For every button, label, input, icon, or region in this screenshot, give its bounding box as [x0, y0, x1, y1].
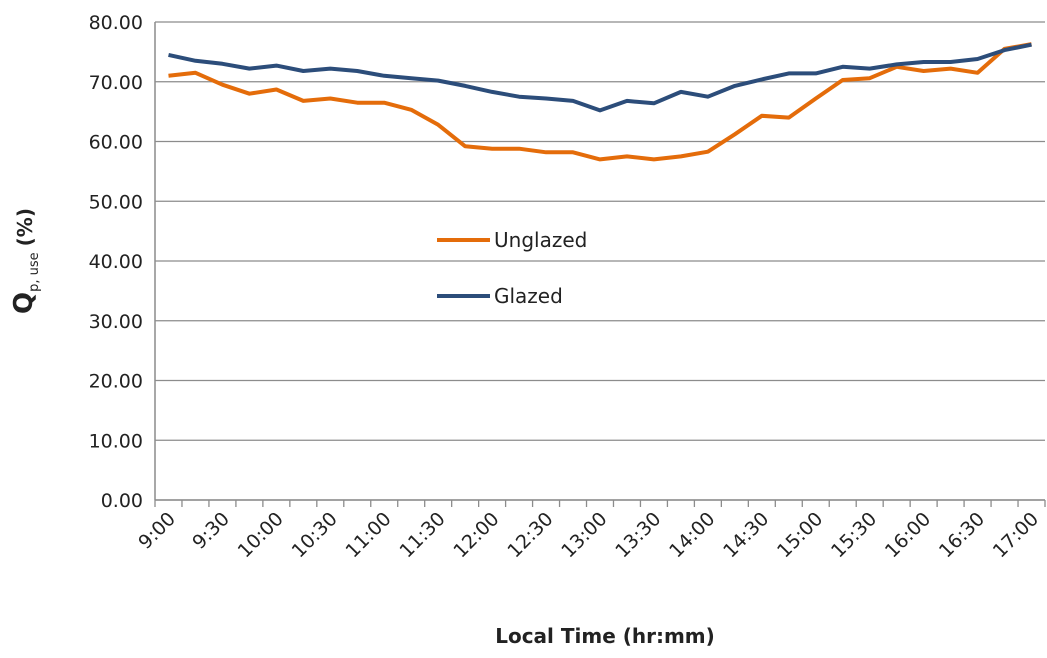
series-line	[168, 42, 1032, 162]
x-tick-label: 17:00	[989, 508, 1043, 562]
x-tick-label: 10:30	[288, 508, 342, 562]
x-tick-label: 11:30	[395, 508, 449, 562]
y-axis-title-unit: (%)	[13, 208, 37, 246]
x-tick-label: 12:00	[449, 508, 503, 562]
y-tick-label: 40.00	[89, 251, 143, 273]
x-tick-label: 13:00	[557, 508, 611, 562]
x-tick-label: 14:00	[665, 508, 719, 562]
x-tick-label: 14:30	[719, 508, 773, 562]
y-tick-label: 70.00	[89, 72, 143, 94]
x-tick-label: 12:30	[503, 508, 557, 562]
y-tick-label: 20.00	[89, 371, 143, 393]
x-tick-label: 16:30	[935, 508, 989, 562]
x-tick-label: 9:00	[134, 508, 180, 554]
y-tick-label: 50.00	[89, 191, 143, 213]
x-tick-label: 15:00	[773, 508, 827, 562]
series-line	[168, 42, 1032, 113]
y-tick-label: 60.00	[89, 132, 143, 154]
x-tick-label: 16:00	[881, 508, 935, 562]
y-tick-label: 0.00	[101, 490, 143, 512]
y-axis-title-main: Q	[9, 292, 39, 314]
x-tick-label: 11:00	[341, 508, 395, 562]
x-tick-label: 15:30	[827, 508, 881, 562]
y-tick-label: 80.00	[89, 12, 143, 34]
legend-label: Glazed	[494, 284, 563, 308]
x-tick-label: 13:30	[611, 508, 665, 562]
y-tick-label: 10.00	[89, 430, 143, 452]
legend-label: Unglazed	[494, 228, 587, 252]
y-axis-title: Qp, use (%)	[9, 208, 42, 314]
x-axis-title: Local Time (hr:mm)	[495, 624, 715, 648]
y-tick-label: 30.00	[89, 311, 143, 333]
x-tick-label: 10:00	[234, 508, 288, 562]
x-tick-label: 9:30	[188, 508, 234, 554]
y-axis-title-sub: p, use	[27, 252, 42, 292]
